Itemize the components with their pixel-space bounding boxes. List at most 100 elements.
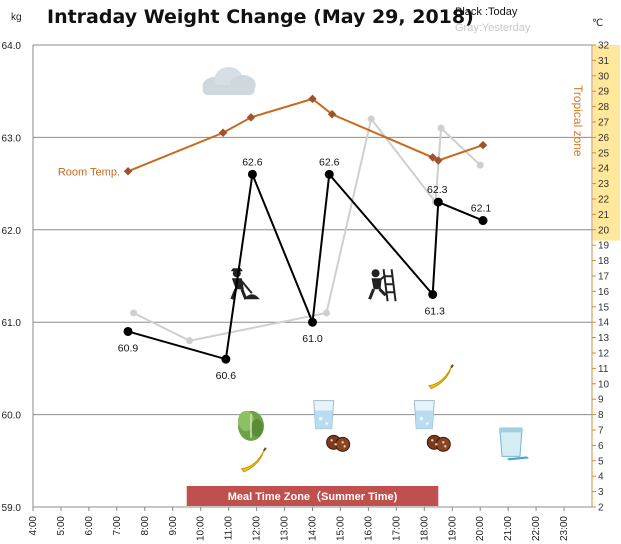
temp-tick-label: 7: [598, 426, 604, 437]
right-axis: 2345678910111213141516171819202122232425…: [591, 41, 610, 514]
temp-tick-label: 32: [598, 41, 610, 52]
x-tick-label: 22:00: [531, 516, 542, 541]
today-point: [433, 197, 443, 207]
temp-tick-label: 9: [598, 395, 604, 406]
temp-tick-label: 13: [598, 333, 610, 344]
chart-title: Intraday Weight Change (May 29, 2018): [47, 6, 474, 28]
yesterday-point: [476, 161, 484, 169]
room-temp-point: [478, 140, 488, 150]
today-data-label: 62.6: [319, 156, 340, 168]
x-tick-label: 17:00: [391, 516, 402, 541]
x-tick-label: 16:00: [363, 516, 374, 541]
tropical-zone-band: [593, 45, 620, 241]
x-tick-label: 9:00: [168, 516, 179, 536]
x-tick-label: 5:00: [56, 516, 67, 536]
room-temp-point: [428, 153, 437, 162]
yesterday-point: [130, 309, 138, 317]
x-tick-label: 13:00: [280, 516, 291, 541]
yesterday-point: [367, 115, 375, 123]
temp-tick-label: 14: [598, 318, 610, 329]
water-glass-icon: [413, 400, 435, 430]
water-glass-icon: [313, 400, 335, 430]
x-tick-label: 6:00: [84, 516, 95, 536]
meal-zone-band: [186, 486, 439, 506]
y-tick-label: 62.0: [2, 226, 22, 237]
data-series: 60.9 60.6 62.6 61.0 62.6 61.3 62.3 62.1: [118, 94, 492, 382]
temp-tick-label: 30: [598, 71, 610, 82]
legend-yesterday: Gray:Yesterday: [455, 22, 531, 34]
y-tick-label: 61.0: [2, 318, 22, 329]
room-temp-point: [434, 156, 443, 165]
y-tick-label: 60.0: [2, 411, 22, 422]
left-axis: 59.0 60.0 61.0 62.0 63.0 64.0: [2, 41, 34, 514]
x-tick-label: 11:00: [224, 516, 235, 541]
temp-tick-label: 21: [598, 210, 610, 221]
right-axis-unit: ℃: [592, 18, 603, 29]
x-tick-label: 4:00: [28, 516, 39, 536]
y-tick-label: 59.0: [2, 503, 22, 514]
temp-tick-label: 31: [598, 56, 610, 67]
temp-tick-label: 6: [598, 441, 604, 452]
today-point: [221, 354, 231, 364]
temp-tick-label: 25: [598, 148, 610, 159]
today-point: [308, 317, 317, 327]
x-tick-label: 7:00: [112, 516, 123, 536]
temp-tick-label: 12: [598, 349, 610, 360]
x-tick-label: 19:00: [447, 516, 458, 541]
banana-icon: [428, 363, 455, 390]
tropical-zone-label: Tropical zone: [571, 85, 585, 157]
room-temp-point: [246, 113, 256, 122]
temp-tick-label: 11: [598, 364, 609, 375]
today-data-label: 61.0: [302, 333, 323, 345]
room-temp-point: [308, 94, 317, 104]
temp-tick-label: 22: [598, 195, 610, 206]
today-data-label: 62.3: [427, 184, 448, 196]
today-point: [247, 169, 257, 179]
temp-tick-label: 3: [598, 487, 604, 498]
temp-tick-label: 20: [598, 225, 610, 236]
yesterday-point: [437, 124, 445, 132]
today-point: [123, 326, 133, 336]
y-tick-label: 63.0: [2, 133, 22, 144]
x-tick-label: 20:00: [475, 516, 486, 541]
temp-tick-label: 23: [598, 179, 610, 190]
cookies-icon: [326, 434, 351, 452]
room-temp-label: Room Temp.: [58, 166, 120, 178]
today-data-label: 61.3: [424, 305, 445, 317]
today-data-label: 60.6: [216, 370, 237, 382]
banana-icon: [240, 446, 267, 473]
room-temp-point: [327, 110, 337, 119]
yesterday-point: [322, 309, 330, 317]
x-tick-label: 21:00: [503, 516, 514, 541]
today-data-label: 60.9: [118, 342, 139, 354]
temp-tick-label: 5: [598, 456, 604, 467]
today-data-label: 62.1: [471, 203, 492, 215]
temp-tick-label: 4: [598, 472, 604, 483]
temp-tick-label: 27: [598, 118, 610, 129]
today-data-label: 62.6: [242, 156, 263, 168]
room-temp-point: [218, 128, 228, 138]
x-axis: 4:00 5:00 6:00 7:00 8:00 9:00 10:00 11:00 12:00 1…: [28, 507, 570, 541]
x-tick-label: 18:00: [419, 516, 430, 541]
zones: [186, 45, 620, 506]
temp-tick-label: 26: [598, 133, 610, 144]
x-tick-label: 15:00: [335, 516, 346, 541]
today-point: [324, 169, 334, 179]
temp-tick-label: 10: [598, 379, 610, 390]
x-tick-label: 12:00: [252, 516, 263, 541]
y-tick-label: 64.0: [2, 41, 22, 52]
legend-today: Black :Today: [455, 6, 518, 18]
room-temp-line: [127, 97, 484, 173]
climbing-icon: [368, 267, 398, 303]
x-tick-label: 10:00: [196, 516, 207, 541]
today-line: [127, 170, 484, 361]
today-point: [428, 289, 438, 299]
temp-tick-label: 19: [598, 241, 610, 252]
x-tick-label: 14:00: [308, 516, 319, 541]
temp-tick-label: 2: [598, 503, 604, 514]
lettuce-icon: [237, 410, 265, 442]
temp-tick-label: 24: [598, 164, 610, 175]
temp-tick-label: 8: [598, 410, 604, 421]
